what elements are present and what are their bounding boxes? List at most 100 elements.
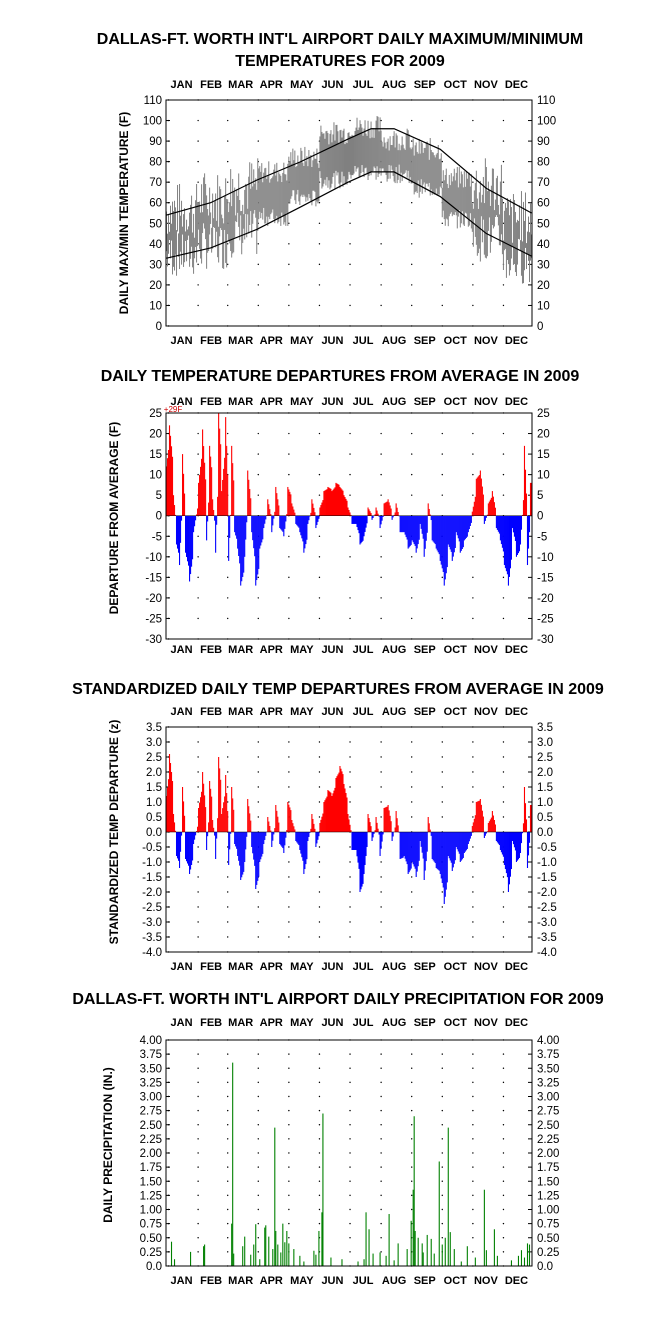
- y-tick-label-left: 40: [149, 239, 162, 251]
- grid-dot: [441, 1109, 443, 1112]
- grid-dot: [288, 597, 290, 599]
- grid-dot: [380, 1138, 382, 1140]
- chart-title: STANDARDIZED DAILY TEMP DEPARTURES FROM …: [72, 681, 604, 698]
- grid-dot: [197, 1194, 199, 1197]
- y-tick-label-left: 50: [149, 218, 162, 230]
- y-tick-label-right: 10: [537, 470, 550, 482]
- x-month-label-bottom: MAY: [290, 644, 314, 656]
- grid-dot: [380, 1237, 382, 1239]
- y-tick-label-left: -3.0: [142, 917, 162, 929]
- grid-dot: [257, 1180, 259, 1182]
- y-tick-label-right: 0.0: [537, 827, 553, 839]
- x-month-label-top: SEP: [414, 79, 436, 91]
- grid-dot: [502, 453, 505, 455]
- grid-dot: [349, 119, 351, 122]
- x-month-label-top: NOV: [474, 1017, 499, 1029]
- grid-dot: [227, 263, 229, 266]
- grid-dot: [472, 876, 474, 878]
- grid-dot: [227, 1194, 229, 1197]
- chart-temperature: DALLAS-FT. WORTH INT'L AIRPORT DAILY MAX…: [97, 31, 583, 347]
- grid-dot: [472, 304, 474, 307]
- grid-dot: [502, 771, 505, 773]
- grid-dot: [227, 771, 229, 773]
- grid-dot: [441, 1067, 443, 1069]
- y-tick-label-right: 2.00: [537, 1148, 559, 1160]
- grid-dot: [472, 119, 474, 122]
- grid-dot: [380, 576, 382, 579]
- y-tick-label-left: -1.5: [142, 872, 162, 884]
- grid-dot: [380, 891, 382, 893]
- grid-dot: [380, 284, 382, 286]
- grid-dot: [257, 119, 259, 122]
- y-tick-label-right: -2.5: [537, 902, 557, 914]
- grid-dot: [197, 936, 199, 938]
- chart-precipitation: DALLAS-FT. WORTH INT'L AIRPORT DAILY PRE…: [72, 991, 603, 1287]
- x-month-label-bottom: DEC: [505, 644, 528, 656]
- grid-dot: [349, 756, 351, 758]
- grid-dot: [288, 786, 290, 788]
- grid-dot: [318, 921, 321, 923]
- grid-dot: [502, 1081, 505, 1084]
- grid-dot: [380, 786, 382, 788]
- grid-dot: [227, 1237, 229, 1239]
- y-tick-label-left: 4.00: [140, 1035, 162, 1047]
- grid-dot: [227, 1166, 229, 1168]
- grid-dot: [411, 304, 413, 307]
- y-tick-label-left: 0.25: [140, 1247, 162, 1259]
- grid-dot: [227, 741, 229, 743]
- y-tick-label-left: -5: [152, 531, 162, 543]
- grid-dot: [257, 1194, 259, 1197]
- x-month-label-top: SEP: [414, 1017, 436, 1029]
- grid-dot: [472, 160, 474, 163]
- grid-dot: [197, 473, 199, 476]
- grid-dot: [349, 1194, 351, 1197]
- grid-dot: [349, 304, 351, 307]
- chart-subtitle: TEMPERATURES FOR 2009: [235, 53, 445, 70]
- grid-dot: [411, 786, 413, 788]
- x-month-label-top: JUL: [353, 1017, 374, 1029]
- grid-dot: [502, 1124, 505, 1126]
- grid-dot: [257, 1124, 259, 1126]
- y-tick-label-left: 70: [149, 177, 162, 189]
- grid-dot: [380, 119, 382, 122]
- x-month-label-top: OCT: [444, 706, 468, 718]
- grid-dot: [411, 263, 413, 266]
- x-month-label-bottom: MAR: [228, 961, 253, 973]
- grid-dot: [288, 263, 290, 266]
- grid-dot: [380, 1081, 382, 1084]
- normal-low-line: [166, 171, 532, 259]
- y-tick-label-right: 1.25: [537, 1190, 559, 1202]
- y-tick-label-left: 2.75: [140, 1106, 162, 1118]
- grid-dot: [318, 1180, 321, 1182]
- grid-dot: [472, 786, 474, 788]
- grid-dot: [380, 243, 382, 245]
- y-tick-label-left: 0.50: [140, 1233, 162, 1245]
- grid-dot: [349, 202, 351, 204]
- grid-dot: [441, 1138, 443, 1140]
- grid-dot: [472, 576, 474, 579]
- grid-dot: [380, 263, 382, 266]
- grid-dot: [227, 1081, 229, 1084]
- grid-dot: [288, 891, 290, 893]
- y-tick-label-left: -3.5: [142, 932, 162, 944]
- grid-dot: [441, 597, 443, 599]
- grid-dot: [411, 921, 413, 923]
- x-month-label-bottom: JUN: [321, 961, 343, 973]
- x-month-label-bottom: MAY: [290, 335, 314, 347]
- grid-dot: [227, 1138, 229, 1140]
- grid-dot: [318, 1053, 321, 1055]
- y-tick-label-right: 0.5: [537, 812, 553, 824]
- y-tick-label-left: 110: [144, 95, 162, 107]
- x-month-label-top: DEC: [505, 396, 528, 408]
- y-tick-label-right: 5: [537, 490, 543, 502]
- x-month-label-top: APR: [260, 396, 283, 408]
- x-month-label-top: AUG: [382, 1017, 406, 1029]
- grid-dot: [502, 284, 505, 286]
- grid-dot: [411, 1138, 413, 1140]
- y-tick-label-right: 2.5: [537, 752, 553, 764]
- grid-dot: [349, 1237, 351, 1239]
- grid-dot: [380, 1251, 382, 1253]
- grid-dot: [318, 1222, 321, 1225]
- y-tick-label-right: 10: [537, 300, 550, 312]
- y-tick-label-right: -10: [537, 552, 554, 564]
